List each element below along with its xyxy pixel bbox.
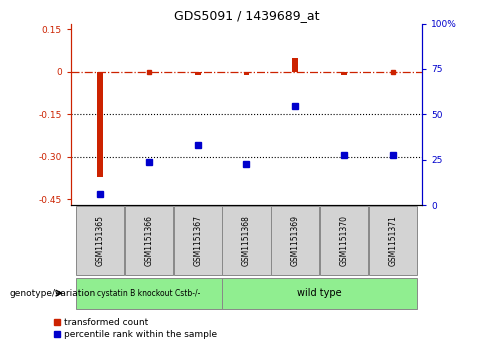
Text: cystatin B knockout Cstb-/-: cystatin B knockout Cstb-/-	[97, 289, 201, 298]
Bar	[271, 206, 319, 275]
Title: GDS5091 / 1439689_at: GDS5091 / 1439689_at	[174, 9, 319, 23]
Bar	[320, 206, 368, 275]
Text: GSM1151366: GSM1151366	[144, 215, 153, 266]
Text: GSM1151371: GSM1151371	[388, 215, 397, 266]
Bar	[174, 206, 222, 275]
Text: genotype/variation: genotype/variation	[10, 289, 96, 298]
Bar	[125, 206, 173, 275]
Legend: transformed count, percentile rank within the sample: transformed count, percentile rank withi…	[51, 315, 221, 343]
Text: GSM1151370: GSM1151370	[340, 215, 348, 266]
Text: GSM1151368: GSM1151368	[242, 215, 251, 266]
Bar	[76, 278, 222, 309]
Bar	[223, 278, 417, 309]
Text: wild type: wild type	[297, 288, 342, 298]
Text: GSM1151367: GSM1151367	[193, 215, 202, 266]
Text: GSM1151369: GSM1151369	[291, 215, 300, 266]
Bar	[369, 206, 417, 275]
Text: GSM1151365: GSM1151365	[96, 215, 104, 266]
Bar	[292, 58, 298, 72]
Bar	[76, 206, 124, 275]
Bar	[223, 206, 270, 275]
Bar	[195, 72, 201, 75]
Bar	[341, 72, 347, 75]
Bar	[244, 72, 249, 75]
Bar	[97, 72, 103, 177]
